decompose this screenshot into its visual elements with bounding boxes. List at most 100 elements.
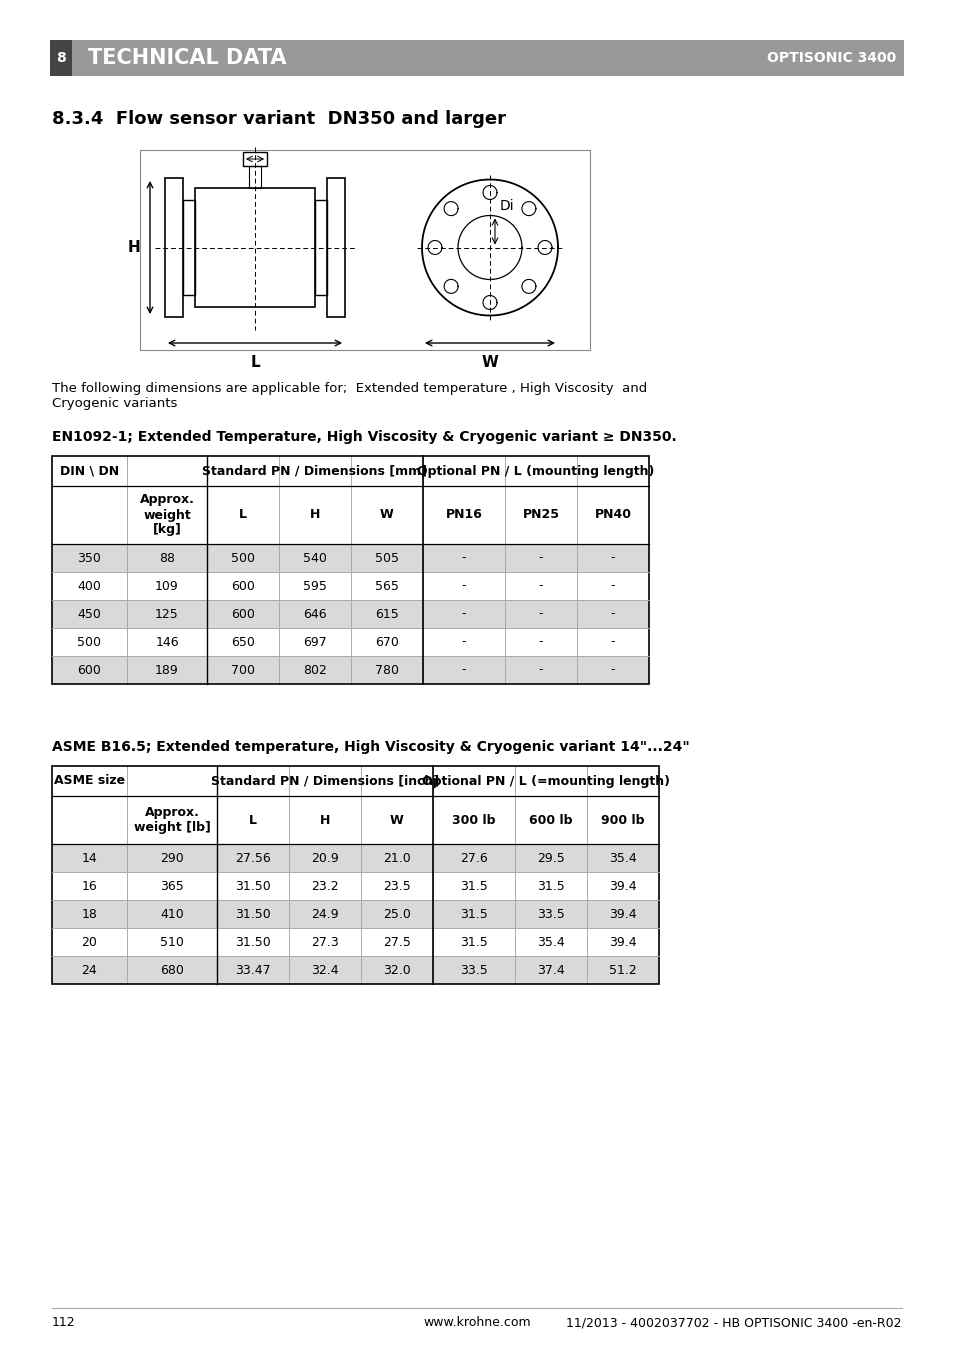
Bar [52, 844, 659, 871]
Text: 27.5: 27.5 [383, 935, 411, 948]
Text: L: L [239, 508, 247, 521]
Text: 365: 365 [160, 880, 184, 893]
Text: 8.3.4  Flow sensor variant  DN350 and larger: 8.3.4 Flow sensor variant DN350 and larg… [52, 109, 505, 128]
Bar [52, 571, 648, 600]
Text: 31.5: 31.5 [459, 935, 487, 948]
Text: 615: 615 [375, 608, 398, 620]
Text: 35.4: 35.4 [537, 935, 564, 948]
Bar [183, 200, 194, 295]
Bar [52, 928, 659, 957]
Text: -: - [461, 551, 466, 565]
Text: 780: 780 [375, 663, 398, 677]
Bar [52, 544, 648, 571]
Text: 700: 700 [231, 663, 254, 677]
Bar [52, 900, 659, 928]
Text: 27.3: 27.3 [311, 935, 338, 948]
Text: TECHNICAL DATA: TECHNICAL DATA [88, 49, 286, 68]
Text: H: H [310, 508, 320, 521]
Text: PN25: PN25 [522, 508, 558, 521]
Text: Optional PN / L (mounting length): Optional PN / L (mounting length) [416, 465, 654, 477]
Text: 24.9: 24.9 [311, 908, 338, 920]
Text: H: H [319, 813, 330, 827]
Bar [327, 178, 345, 317]
Bar [314, 200, 327, 295]
Text: -: - [538, 608, 542, 620]
Text: Optional PN / L (=mounting length): Optional PN / L (=mounting length) [421, 774, 669, 788]
Bar [52, 628, 648, 657]
Text: OPTISONIC 3400: OPTISONIC 3400 [766, 51, 895, 65]
Text: 31.50: 31.50 [234, 880, 271, 893]
Text: 540: 540 [303, 551, 327, 565]
Bar [52, 457, 648, 684]
Text: 650: 650 [231, 635, 254, 648]
Text: 600: 600 [231, 580, 254, 593]
Text: 29.5: 29.5 [537, 851, 564, 865]
Text: -: - [610, 635, 615, 648]
Text: 600: 600 [231, 608, 254, 620]
Bar [52, 457, 648, 544]
Text: 16: 16 [82, 880, 97, 893]
Text: -: - [538, 635, 542, 648]
Bar [71, 41, 903, 76]
Text: 565: 565 [375, 580, 398, 593]
Text: 31.5: 31.5 [459, 880, 487, 893]
Text: 450: 450 [77, 608, 101, 620]
Text: 697: 697 [303, 635, 327, 648]
Text: Approx.
weight [lb]: Approx. weight [lb] [133, 807, 211, 834]
Bar [165, 178, 183, 317]
Text: -: - [461, 608, 466, 620]
Text: Di: Di [499, 199, 514, 212]
Text: -: - [461, 580, 466, 593]
Text: 33.47: 33.47 [235, 963, 271, 977]
Bar [52, 766, 659, 984]
Text: The following dimensions are applicable for;  Extended temperature , High Viscos: The following dimensions are applicable … [52, 382, 646, 409]
Text: 88: 88 [159, 551, 174, 565]
Text: Standard PN / Dimensions [mm]: Standard PN / Dimensions [mm] [202, 465, 427, 477]
Bar [52, 871, 659, 900]
Text: 510: 510 [160, 935, 184, 948]
Text: Standard PN / Dimensions [inch]: Standard PN / Dimensions [inch] [211, 774, 438, 788]
Text: W: W [390, 813, 403, 827]
Text: 35.4: 35.4 [608, 851, 637, 865]
Bar [50, 41, 71, 76]
Text: 20.9: 20.9 [311, 851, 338, 865]
Text: -: - [610, 580, 615, 593]
Text: 595: 595 [303, 580, 327, 593]
Text: 670: 670 [375, 635, 398, 648]
Text: -: - [461, 663, 466, 677]
Text: 11/2013 - 4002037702 - HB OPTISONIC 3400 -en-R02: 11/2013 - 4002037702 - HB OPTISONIC 3400… [566, 1316, 901, 1329]
Bar [52, 600, 648, 628]
Text: 25.0: 25.0 [383, 908, 411, 920]
Text: 31.50: 31.50 [234, 908, 271, 920]
Text: 350: 350 [77, 551, 101, 565]
Text: 600: 600 [77, 663, 101, 677]
Bar [194, 188, 314, 307]
Text: W: W [379, 508, 394, 521]
Text: W: W [481, 355, 497, 370]
Text: 37.4: 37.4 [537, 963, 564, 977]
Text: 14: 14 [82, 851, 97, 865]
Text: 32.0: 32.0 [383, 963, 411, 977]
Text: -: - [610, 551, 615, 565]
Text: 400: 400 [77, 580, 101, 593]
Text: 146: 146 [155, 635, 178, 648]
Text: 189: 189 [155, 663, 178, 677]
Bar [243, 153, 267, 166]
Text: Approx.
weight
[kg]: Approx. weight [kg] [139, 493, 194, 536]
Text: 24: 24 [82, 963, 97, 977]
Text: 505: 505 [375, 551, 398, 565]
Bar [52, 766, 659, 844]
Text: 33.5: 33.5 [537, 908, 564, 920]
Text: DIN \ DN: DIN \ DN [60, 465, 119, 477]
Text: 8: 8 [56, 51, 66, 65]
Text: 900 lb: 900 lb [600, 813, 644, 827]
Text: -: - [610, 663, 615, 677]
Text: -: - [461, 635, 466, 648]
Text: 500: 500 [231, 551, 254, 565]
Text: 32.4: 32.4 [311, 963, 338, 977]
Text: -: - [538, 580, 542, 593]
Text: ASME size: ASME size [54, 774, 125, 788]
Text: 27.6: 27.6 [459, 851, 487, 865]
Text: 18: 18 [81, 908, 97, 920]
Text: 300 lb: 300 lb [452, 813, 496, 827]
